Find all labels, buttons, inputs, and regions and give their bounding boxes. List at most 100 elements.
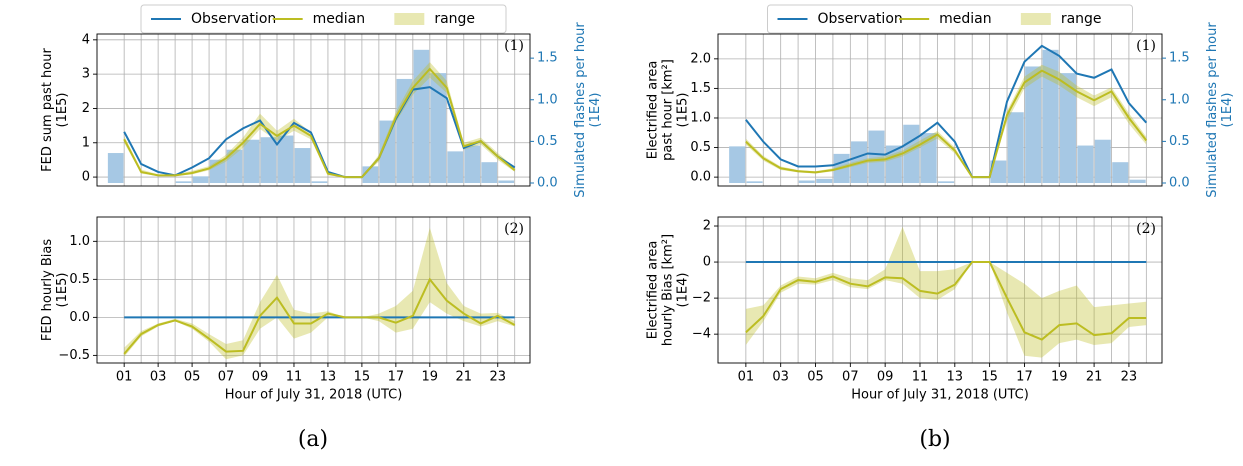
y-axis-label: hourly Bias [km²] [661,234,676,346]
y-axis-label: FED sum past hour [40,48,55,172]
x-tick-label: 11 [286,370,303,385]
legend-label: median [939,11,991,27]
x-tick-label: 05 [807,370,824,385]
x-tick-label: 07 [842,370,859,385]
bar [481,162,498,184]
panel-annotation: (1) [504,38,524,54]
bar [311,181,328,184]
bar [430,73,447,184]
y-tick-label: 1 [82,135,90,150]
y-tick-label: 1.5 [690,81,711,96]
y-tick-label: −4 [692,327,711,342]
legend-label: Observation [191,11,276,27]
x-tick-label: 01 [116,370,133,385]
y-axis-label: (1E4) [676,273,691,308]
y2-tick-label: 1.5 [1169,51,1190,66]
legend-box [767,4,1133,34]
bar [1077,145,1094,184]
bar [107,153,124,184]
bar [1112,162,1129,184]
plot-frame [717,33,1163,187]
range-band [745,226,1147,358]
bar [798,180,815,184]
x-tick-label: 19 [1051,370,1068,385]
y-axis-label: (1E5) [55,273,70,308]
y2-axis-label: (1E4) [588,93,603,128]
plot-frame [96,33,531,187]
x-tick-label: 21 [456,370,473,385]
x-tick-label: 17 [388,370,405,385]
x-tick-label: 23 [489,370,506,385]
x-tick-label: 03 [150,370,167,385]
panel-annotation: (2) [1136,221,1156,237]
range-band [124,227,515,360]
bar [447,151,464,184]
y2-tick-label: 0.0 [1169,176,1190,191]
x-axis-label: Hour of July 31, 2018 (UTC) [851,388,1029,403]
bar [277,135,294,184]
y-tick-label: 2 [82,101,90,116]
x-tick-label: 11 [912,370,929,385]
y-tick-label: 3 [82,67,90,82]
y-axis-label: past hour [km²] [661,59,676,161]
x-tick-label: 17 [1016,370,1033,385]
y-tick-label: 0.0 [690,170,711,185]
y2-axis-label: Simulated flashes per hour [573,22,588,198]
bar [1042,49,1059,184]
legend-label: range [434,11,475,27]
x-tick-label: 05 [184,370,201,385]
y2-tick-label: 0.5 [1169,134,1190,149]
panel-annotation: (1) [1136,38,1156,54]
y2-tick-label: 1.0 [1169,92,1190,107]
bar [243,139,260,184]
bar [226,149,243,184]
bar [816,178,833,184]
x-tick-label: 09 [252,370,269,385]
bar [175,181,192,184]
bar [990,160,1007,184]
bar [1094,139,1111,184]
legend-swatch [1020,13,1051,25]
series-line [745,69,1148,179]
y2-tick-label: 1.0 [537,92,558,107]
series-line [123,67,516,179]
x-tick-label: 15 [354,370,371,385]
bar [746,181,763,184]
bar [464,145,481,184]
bar [1059,73,1076,184]
legend-label: Observation [818,11,903,27]
bar [396,78,413,184]
caption: (a) [298,427,328,452]
y-tick-label: −0.5 [58,348,90,363]
legend-swatch [394,13,425,25]
y-axis-label: Electrified area [646,61,661,160]
legend-box [140,4,507,34]
y-tick-label: 0.5 [69,272,90,287]
bar [294,148,311,184]
y-tick-label: 0.5 [690,140,711,155]
series-line [123,277,516,355]
y-tick-label: 1.0 [690,110,711,125]
y-tick-label: 0 [82,170,90,185]
x-tick-label: 03 [772,370,789,385]
x-tick-label: 23 [1121,370,1138,385]
y-tick-label: 1.0 [69,234,90,249]
plot-frame [717,216,1163,364]
y-tick-label: −2 [692,291,711,306]
y-tick-label: 4 [82,32,90,47]
x-tick-label: 07 [218,370,235,385]
y-tick-label: 0.0 [69,310,90,325]
y2-tick-label: 0.0 [537,176,558,191]
y2-axis-label: Simulated flashes per hour [1205,22,1220,198]
x-tick-label: 09 [877,370,894,385]
bar [868,130,885,184]
legend-label: range [1061,11,1102,27]
x-tick-label: 13 [947,370,964,385]
y-axis-label: FED hourly Bias [40,239,55,342]
y2-tick-label: 1.5 [537,51,558,66]
bar [192,176,209,184]
x-tick-label: 15 [981,370,998,385]
y-axis-label: Electrified area [646,241,661,340]
bar [1007,112,1024,184]
